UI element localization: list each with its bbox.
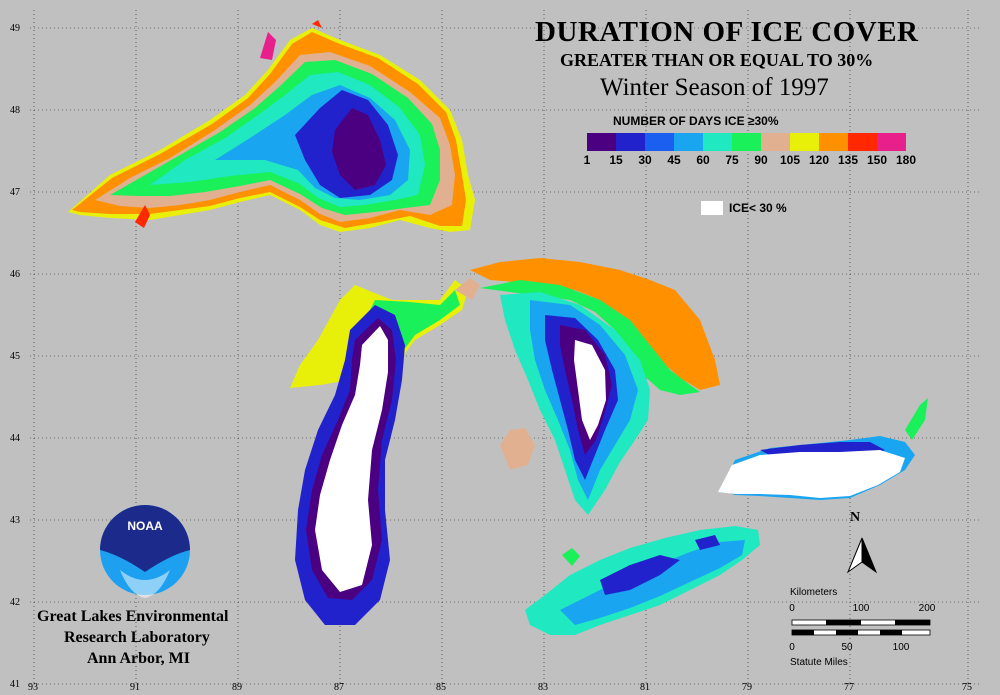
map-title: DURATION OF ICE COVER <box>535 16 919 48</box>
km-tick: 100 <box>852 603 870 614</box>
legend-tick-label: 105 <box>779 153 801 167</box>
legend-swatch <box>645 133 674 151</box>
noaa-logo-text: NOAA <box>127 519 163 533</box>
longitude-label: 77 <box>844 682 854 693</box>
longitude-label: 93 <box>28 682 38 693</box>
legend-tick-label: 60 <box>696 153 710 167</box>
lake-erie <box>525 526 760 635</box>
legend-title: NUMBER OF DAYS ICE ≥30% <box>613 114 779 128</box>
mi-tick: 50 <box>841 642 853 653</box>
ice-less-label: ICE< 30 % <box>729 201 787 215</box>
legend-tick-label: 30 <box>638 153 652 167</box>
longitude-label: 89 <box>232 682 242 693</box>
lab-name-line2: Research Laboratory <box>64 629 210 646</box>
longitude-label: 87 <box>334 682 344 693</box>
north-label: N <box>850 510 861 525</box>
legend-swatch <box>732 133 761 151</box>
north-arrow <box>846 537 878 574</box>
longitude-label: 75 <box>962 682 972 693</box>
legend-swatch <box>703 133 732 151</box>
lab-name-line1: Great Lakes Environmental <box>37 608 229 625</box>
legend-swatch <box>616 133 645 151</box>
latitude-label: 43 <box>10 515 20 526</box>
scale-bar <box>791 619 931 636</box>
lake-michigan <box>290 280 468 625</box>
km-label: Kilometers <box>790 587 838 598</box>
map-subtitle: GREATER THAN OR EQUAL TO 30% <box>560 50 874 70</box>
longitude-label: 85 <box>436 682 446 693</box>
mi-tick: 0 <box>789 642 795 653</box>
legend-tick-label: 90 <box>754 153 768 167</box>
legend-tick-label: 75 <box>725 153 739 167</box>
lake-superior <box>68 20 475 232</box>
legend-tick-label: 45 <box>667 153 681 167</box>
ice-less-swatch <box>701 201 723 215</box>
lake-ontario <box>718 398 928 500</box>
longitude-label: 91 <box>130 682 140 693</box>
latitude-label: 42 <box>10 597 20 608</box>
lake-huron <box>455 258 720 515</box>
legend-color-bar <box>587 133 906 151</box>
noaa-logo <box>100 505 190 598</box>
longitude-label: 83 <box>538 682 548 693</box>
latitude-label: 45 <box>10 351 20 362</box>
mi-label: Statute Miles <box>790 657 848 668</box>
legend-tick-label: 135 <box>837 153 859 167</box>
latitude-label: 41 <box>10 679 20 690</box>
latitude-label: 48 <box>10 105 20 116</box>
legend-swatch <box>761 133 790 151</box>
lab-location: Ann Arbor, MI <box>87 650 190 667</box>
latitude-label: 49 <box>10 23 20 34</box>
legend-tick-label: 15 <box>609 153 623 167</box>
legend-tick-label: 180 <box>895 153 917 167</box>
latitude-label: 47 <box>10 187 20 198</box>
longitude-label: 79 <box>742 682 752 693</box>
legend-swatch <box>877 133 906 151</box>
legend-swatch <box>674 133 703 151</box>
km-tick: 200 <box>918 603 936 614</box>
legend-tick-label: 150 <box>866 153 888 167</box>
latitude-label: 46 <box>10 269 20 280</box>
km-tick: 0 <box>789 603 795 614</box>
legend-swatch <box>819 133 848 151</box>
latitude-label: 44 <box>10 433 20 444</box>
longitude-label: 81 <box>640 682 650 693</box>
legend-swatch <box>848 133 877 151</box>
legend-tick-label: 120 <box>808 153 830 167</box>
legend-swatch <box>587 133 616 151</box>
mi-tick: 100 <box>892 642 910 653</box>
season-label: Winter Season of 1997 <box>600 74 829 101</box>
legend-tick-label: 1 <box>583 153 591 167</box>
legend-swatch <box>790 133 819 151</box>
